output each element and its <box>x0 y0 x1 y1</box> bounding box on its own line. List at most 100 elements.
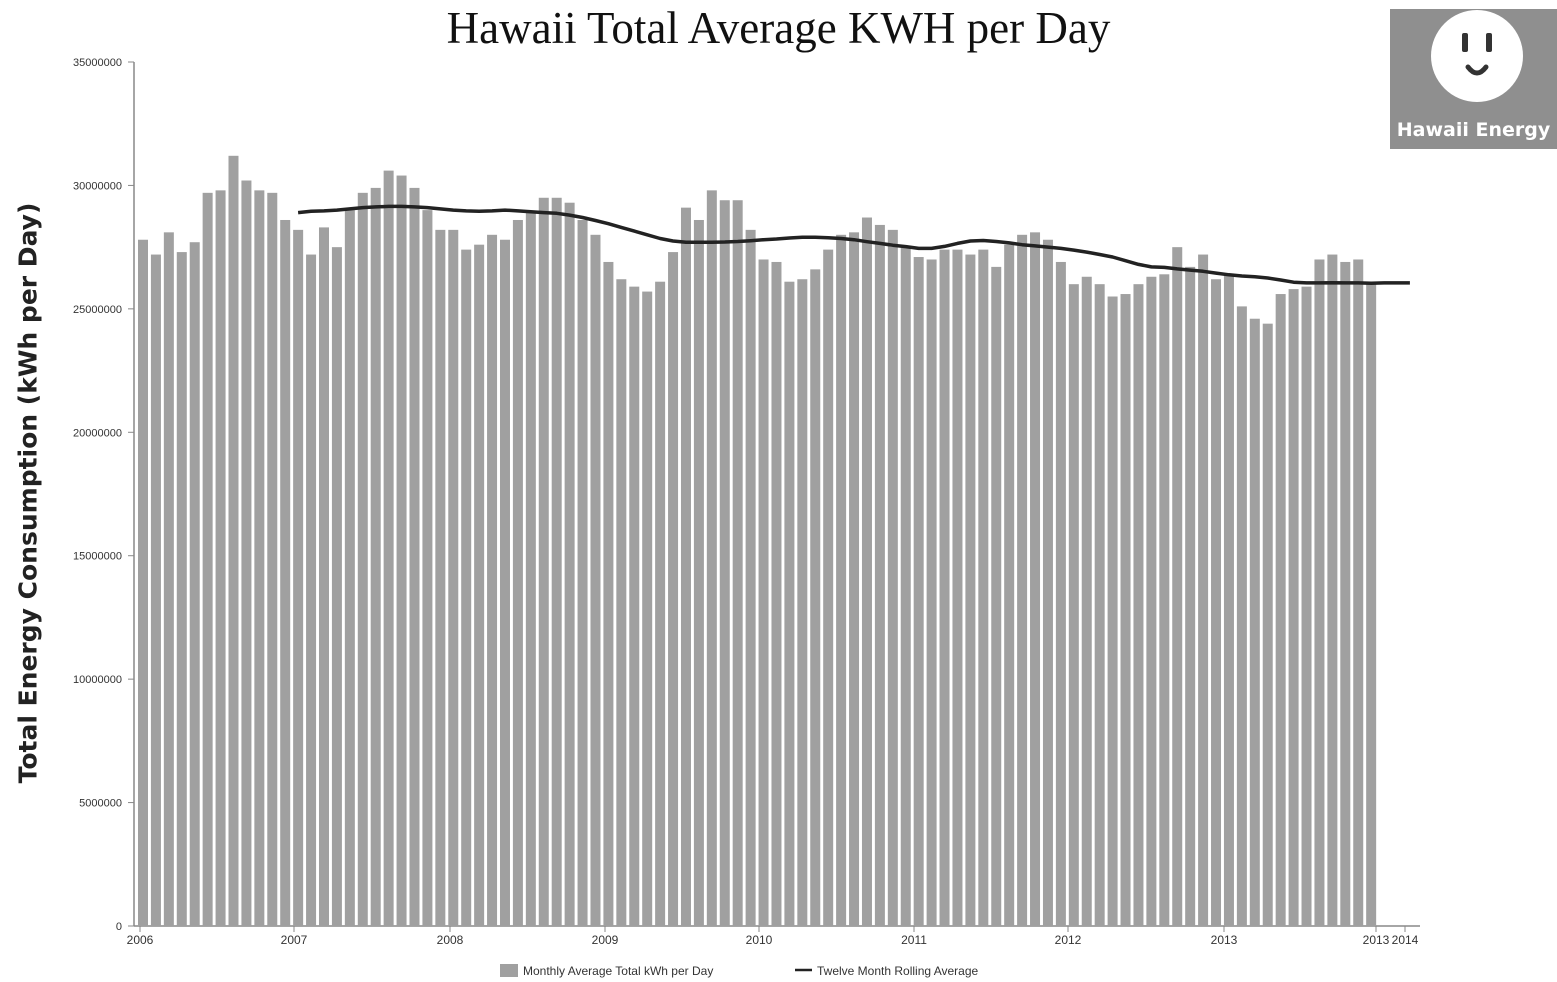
bar <box>499 239 510 927</box>
bar <box>474 244 485 926</box>
bar <box>991 266 1002 926</box>
bar <box>771 261 782 926</box>
bar <box>318 227 329 926</box>
y-tick-label: 30000000 <box>73 180 122 192</box>
chart-title: Hawaii Total Average KWH per Day <box>446 3 1111 53</box>
series-line-rolling-average <box>297 204 1410 285</box>
bar <box>1327 254 1338 926</box>
bar <box>487 234 498 927</box>
legend-label-rolling: Twelve Month Rolling Average <box>817 964 979 978</box>
bar <box>1340 261 1351 926</box>
bar <box>823 249 834 926</box>
bar <box>228 155 239 926</box>
bar <box>461 249 472 926</box>
bar <box>512 219 523 926</box>
bar <box>357 192 368 926</box>
bar <box>810 269 821 926</box>
bar <box>797 279 808 927</box>
bar <box>280 219 291 926</box>
bar <box>1133 284 1144 927</box>
bar <box>189 242 200 927</box>
bar <box>784 281 795 926</box>
bar <box>435 229 446 926</box>
bar <box>1004 244 1015 926</box>
bar <box>1223 274 1234 927</box>
bar <box>409 187 420 926</box>
bar <box>138 239 148 927</box>
x-tick-label: 2007 <box>281 933 308 947</box>
bar <box>1288 289 1299 926</box>
bar <box>1366 284 1377 927</box>
x-tick-label: 2006 <box>127 933 154 947</box>
bar <box>370 187 381 926</box>
bar <box>952 249 963 926</box>
legend-swatch-bar <box>500 964 518 977</box>
bar <box>680 207 691 926</box>
y-tick-label: 25000000 <box>73 304 122 316</box>
bar <box>1353 259 1364 926</box>
x-tick-label: 2013 <box>1211 933 1238 947</box>
bar <box>1094 284 1105 927</box>
bar <box>1262 323 1273 926</box>
bar <box>538 197 549 926</box>
bar <box>603 261 614 926</box>
bar <box>978 249 989 926</box>
bar <box>1314 259 1325 926</box>
x-tick-label: 2010 <box>746 933 773 947</box>
smiling-outlet-icon <box>1431 10 1523 102</box>
bar <box>745 229 756 926</box>
bar <box>1211 279 1222 927</box>
bar <box>926 259 937 926</box>
bar <box>719 200 730 927</box>
bar <box>254 190 265 926</box>
y-tick-label: 5000000 <box>79 798 122 810</box>
bar <box>1055 261 1066 926</box>
y-tick-label: 35000000 <box>73 57 122 69</box>
bar <box>344 210 355 927</box>
bar <box>525 212 536 926</box>
bar <box>331 247 342 927</box>
x-tick-label: 2011 <box>901 933 927 947</box>
legend-label-monthly: Monthly Average Total kWh per Day <box>523 964 713 978</box>
bar <box>293 229 304 926</box>
bar <box>1081 276 1092 926</box>
bar <box>1120 294 1131 926</box>
bar <box>551 197 562 926</box>
bar <box>616 279 627 927</box>
bar <box>655 281 666 926</box>
logo-text: Hawaii Energy <box>1396 119 1551 141</box>
x-tick-label: 2014 <box>1392 933 1419 947</box>
bar <box>1236 306 1247 927</box>
y-axis-label: Total Energy Consumption (kWh per Day) <box>13 202 43 784</box>
bar <box>913 257 924 926</box>
bar <box>939 249 950 926</box>
bar <box>861 217 872 926</box>
bar <box>693 219 704 926</box>
bar <box>758 259 769 926</box>
bar <box>849 232 860 926</box>
bar <box>396 175 407 926</box>
bar <box>150 254 161 926</box>
bar <box>1146 276 1157 926</box>
y-tick-label: 10000000 <box>73 674 122 686</box>
bar <box>383 170 394 927</box>
bar <box>1301 286 1312 926</box>
bar <box>176 252 187 926</box>
bar <box>900 247 911 927</box>
bar <box>1042 239 1053 927</box>
bar <box>306 254 317 926</box>
hawaii-energy-logo: Hawaii Energy <box>1390 9 1557 149</box>
bar <box>202 192 213 926</box>
bar <box>1249 318 1260 926</box>
y-tick-label: 0 <box>116 921 122 933</box>
bar <box>706 190 717 926</box>
bar <box>1107 296 1118 926</box>
bar <box>965 254 976 926</box>
bar <box>1275 294 1286 926</box>
bar <box>668 252 679 926</box>
bar <box>629 286 640 926</box>
bar <box>422 210 433 927</box>
bar <box>215 190 226 926</box>
